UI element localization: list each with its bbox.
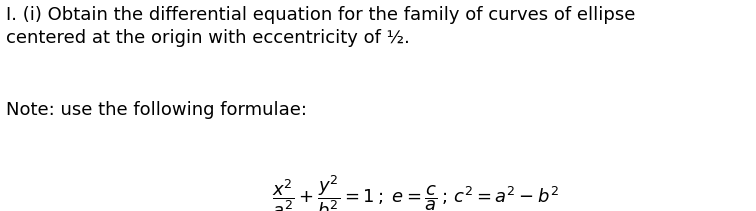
Text: Note: use the following formulae:: Note: use the following formulae: [6, 101, 307, 119]
Text: $\dfrac{x^2}{a^2} + \dfrac{y^2}{b^2} = 1\,;\; e = \dfrac{c}{a}\,;\, c^2 = a^2 - : $\dfrac{x^2}{a^2} + \dfrac{y^2}{b^2} = 1… [272, 173, 559, 211]
Text: I. (i) Obtain the differential equation for the family of curves of ellipse
cent: I. (i) Obtain the differential equation … [6, 6, 636, 47]
